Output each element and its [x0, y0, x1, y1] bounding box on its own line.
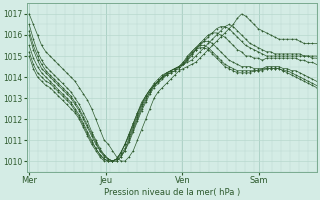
X-axis label: Pression niveau de la mer( hPa ): Pression niveau de la mer( hPa ): [104, 188, 240, 197]
